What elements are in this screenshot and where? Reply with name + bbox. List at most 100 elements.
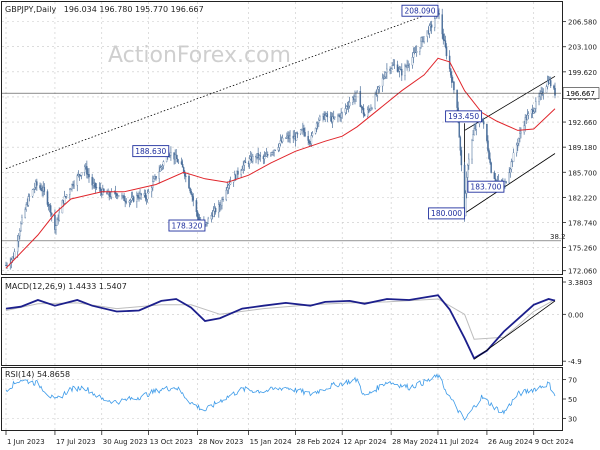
- price-candle-body: [99, 188, 102, 192]
- price-candle-body: [512, 152, 515, 162]
- price-candle-body: [391, 65, 393, 69]
- price-candle-body: [363, 114, 366, 117]
- price-candle-body: [482, 121, 485, 125]
- macd-y-axis: 3.3803 0.00 -4.9: [562, 279, 593, 366]
- price-candle-body: [527, 113, 530, 116]
- price-y-tick-label: 182.220: [568, 194, 597, 202]
- price-candle-body: [128, 200, 131, 203]
- price-candle-body: [515, 144, 518, 154]
- price-panel-frame: [1, 1, 563, 275]
- price-candle-body: [129, 200, 132, 202]
- time-tick-label: 12 Apr 2024: [343, 438, 387, 446]
- price-candle-body: [539, 93, 541, 98]
- price-candle-body: [398, 68, 401, 72]
- price-candle-body: [232, 180, 235, 183]
- price-candle-body: [46, 191, 49, 205]
- price-candle-body: [27, 196, 30, 206]
- price-candle-body: [65, 194, 68, 197]
- price-candle-body: [160, 166, 163, 168]
- price-trend-line: [5, 10, 439, 170]
- price-candle-body: [124, 200, 126, 202]
- price-annotation-label: 208.090: [404, 7, 435, 16]
- price-candle-body: [144, 193, 147, 198]
- price-candle-body: [472, 134, 474, 141]
- price-candle-body: [316, 122, 319, 124]
- time-tick-label: 28 May 2024: [392, 438, 438, 446]
- price-candle-body: [460, 150, 463, 166]
- price-y-axis: 206.580203.100199.620196.140192.660189.1…: [562, 19, 597, 276]
- current-price-marker: 196.667: [2, 87, 600, 99]
- price-candle-body: [311, 133, 314, 136]
- price-candle-body: [140, 193, 142, 196]
- price-candle-body: [252, 156, 254, 162]
- price-candle-body: [549, 80, 552, 87]
- price-candle-body: [71, 184, 73, 190]
- price-candle-body: [304, 132, 306, 137]
- price-candle-body: [445, 46, 448, 57]
- price-candle-body: [331, 116, 334, 122]
- price-candle-body: [40, 188, 42, 191]
- price-candle-body: [504, 181, 506, 186]
- price-candle-body: [115, 193, 118, 197]
- price-candle-body: [277, 147, 280, 151]
- price-candle-body: [510, 161, 513, 170]
- rsi-path: [5, 373, 556, 421]
- rsi-y-tick-label: 70: [568, 377, 577, 385]
- price-annotation-label: 188.630: [135, 147, 166, 156]
- price-candle-body: [25, 204, 27, 210]
- price-candle-body: [177, 161, 180, 163]
- price-candle-body: [18, 235, 20, 242]
- price-candle-body: [58, 212, 60, 221]
- price-candle-body: [226, 187, 229, 191]
- price-candle-body: [108, 191, 110, 197]
- price-candle-body: [237, 170, 239, 175]
- price-candle-body: [411, 57, 414, 66]
- price-candle-body: [147, 191, 150, 194]
- price-candle-body: [423, 36, 425, 42]
- price-candle-body: [464, 193, 467, 217]
- price-candle-body: [386, 68, 388, 73]
- price-candle-body: [493, 172, 496, 179]
- price-candle-body: [546, 81, 549, 87]
- price-candle-body: [487, 140, 489, 151]
- moving-average-line: [5, 57, 556, 269]
- price-candle-body: [270, 154, 272, 156]
- price-candle-body: [248, 158, 251, 165]
- price-candle-body: [259, 155, 262, 157]
- price-candle-body: [244, 161, 247, 164]
- price-candle-body: [16, 240, 19, 252]
- price-candle-body: [286, 136, 288, 138]
- price-candle-body: [28, 196, 31, 197]
- price-candle-body: [170, 152, 172, 156]
- price-candle-body: [397, 71, 400, 72]
- price-candle-body: [266, 154, 269, 156]
- price-candle-body: [517, 143, 519, 146]
- price-candle-body: [341, 112, 343, 114]
- price-candle-body: [384, 76, 386, 78]
- symbol-label: GBPJPY,Daily: [5, 5, 56, 14]
- ohlc-label: 196.034 196.780 195.770 196.667: [64, 5, 204, 14]
- time-tick-label: 9 Oct 2024: [535, 438, 574, 446]
- price-candle-body: [78, 174, 81, 176]
- price-candle-body: [355, 92, 357, 97]
- time-axis: 1 Jun 2023 17 Jul 2023 30 Aug 2023 13 Oct 2…: [5, 431, 574, 446]
- price-candle-body: [370, 108, 372, 111]
- price-candle-body: [303, 128, 305, 133]
- price-candle-body: [362, 107, 365, 115]
- price-candle-body: [310, 135, 313, 144]
- price-candle-body: [481, 118, 484, 122]
- macd-label: MACD(12,26,9) 1.4433 1.5407: [5, 282, 127, 291]
- macd-lines: [5, 294, 556, 360]
- price-candle-body: [54, 214, 56, 230]
- price-candle-body: [348, 102, 351, 107]
- price-candle-body: [197, 217, 200, 220]
- rsi-line: [5, 373, 556, 421]
- price-candle-body: [374, 94, 376, 109]
- price-candle-body: [456, 89, 458, 108]
- price-annotation-box: [467, 180, 505, 193]
- price-candle-body: [56, 218, 58, 226]
- price-candle-body: [475, 123, 478, 130]
- price-candle-body: [281, 137, 284, 142]
- price-candle-body: [153, 178, 155, 182]
- price-candle-body: [408, 64, 410, 66]
